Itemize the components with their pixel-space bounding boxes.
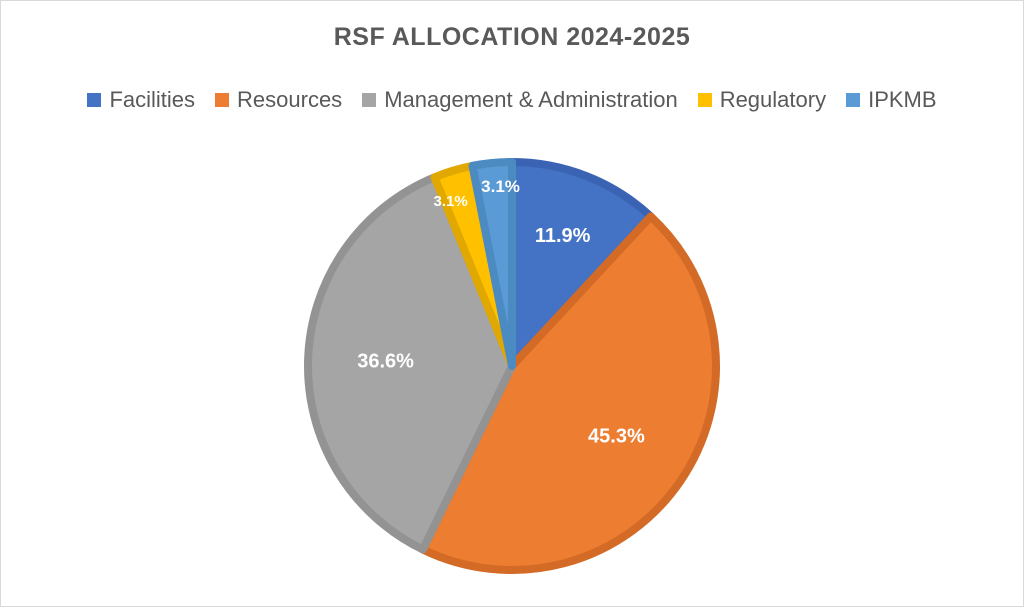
legend-swatch-resources (215, 93, 230, 107)
pie-slice-facilities (508, 158, 655, 370)
legend-label-management: Management & Administration (384, 87, 678, 112)
data-label-resources: 45.3% (588, 426, 645, 448)
data-label-management: 36.6% (357, 350, 414, 372)
legend-item-ipkmb: IPKMB (846, 87, 937, 113)
legend-label-regulatory: Regulatory (719, 87, 827, 112)
data-label-regulatory: 3.1% (434, 193, 468, 210)
legend-swatch-management (362, 93, 377, 107)
pie-data-labels: 11.9% 45.3% 36.6% 3.1% 3.1% (357, 177, 645, 448)
legend-item-regulatory: Regulatory (697, 87, 827, 113)
legend-item-management: Management & Administration (362, 87, 678, 113)
legend-label-facilities: Facilities (109, 87, 196, 112)
legend-label-ipkmb: IPKMB (868, 87, 937, 112)
legend-item-facilities: Facilities (87, 87, 195, 113)
chart-legend: Facilities Resources Management & Admini… (1, 87, 1023, 113)
legend-swatch-ipkmb (846, 93, 861, 107)
pie-slice-resources (418, 212, 720, 574)
pie-slice-management (304, 173, 516, 554)
pie-slice-ipkmb (468, 158, 516, 370)
data-label-ipkmb: 3.1% (481, 177, 520, 196)
data-label-facilities: 11.9% (535, 225, 591, 247)
chart-title: RSF ALLOCATION 2024-2025 (333, 23, 691, 51)
legend-item-resources: Resources (215, 87, 342, 113)
legend-swatch-facilities (87, 93, 102, 107)
pie-slices (304, 158, 720, 574)
legend-swatch-regulatory (697, 93, 712, 107)
legend-label-resources: Resources (237, 87, 343, 112)
